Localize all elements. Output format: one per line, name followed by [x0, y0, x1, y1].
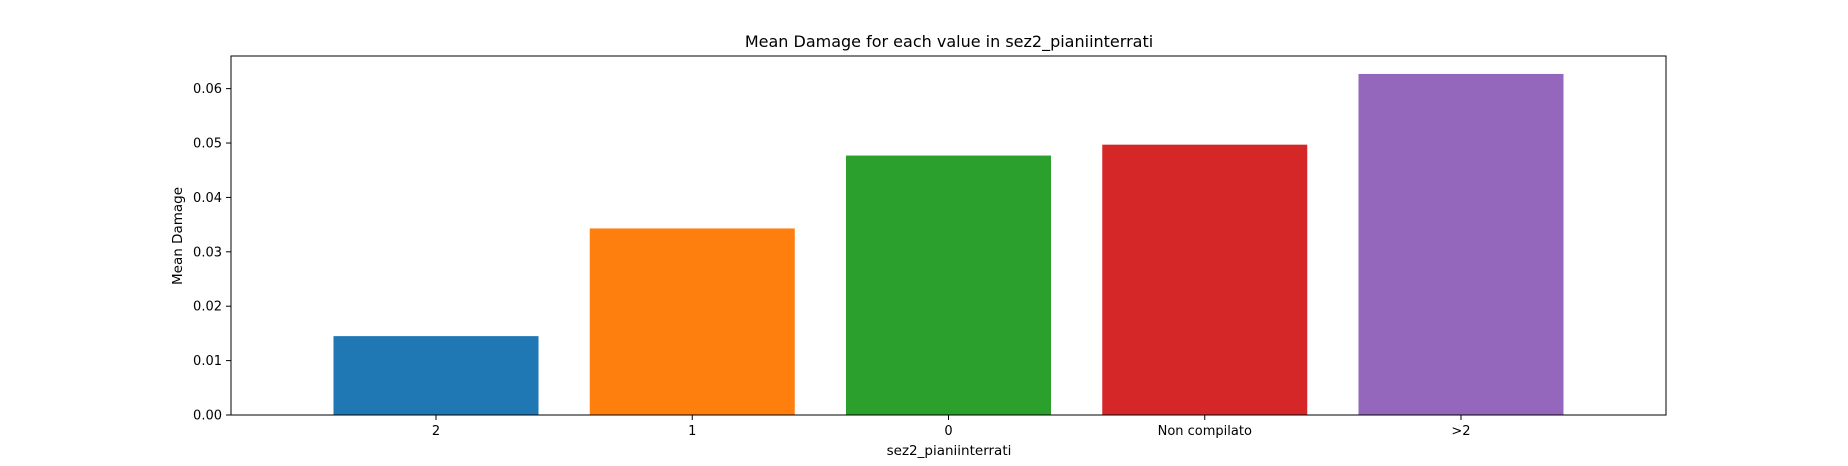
y-tick-label: 0.03 [193, 245, 222, 260]
bar-4 [1358, 73, 1564, 415]
bar-1 [589, 228, 795, 415]
y-tick-label: 0.06 [193, 82, 222, 97]
x-tick-label: 2 [432, 424, 440, 439]
x-tick-label: 0 [944, 424, 952, 439]
y-tick-label: 0.02 [193, 300, 222, 315]
bars [333, 73, 1564, 416]
x-tick-label: Non compilato [1158, 424, 1252, 439]
x-tick-label: >2 [1451, 424, 1470, 439]
y-axis-label: Mean Damage [170, 187, 186, 285]
bar-3 [1102, 144, 1308, 416]
plot-frame [230, 55, 1667, 416]
x-tick-label: 1 [688, 424, 696, 439]
y-tick-label: 0.04 [193, 191, 222, 206]
bar-2 [846, 155, 1051, 416]
y-axis-ticks: 0.00 0.01 0.02 0.03 0.04 0.05 0.06 [193, 82, 231, 424]
y-tick-label: 0.00 [193, 409, 222, 424]
x-axis-ticks: 2 1 0 Non compilato >2 [432, 415, 1471, 439]
y-tick-label: 0.01 [193, 354, 222, 369]
x-axis-label: sez2_pianiinterrati [887, 443, 1012, 459]
bar-0 [333, 336, 539, 415]
y-tick-label: 0.05 [193, 137, 222, 152]
chart-title: Mean Damage for each value in sez2_piani… [745, 32, 1153, 52]
